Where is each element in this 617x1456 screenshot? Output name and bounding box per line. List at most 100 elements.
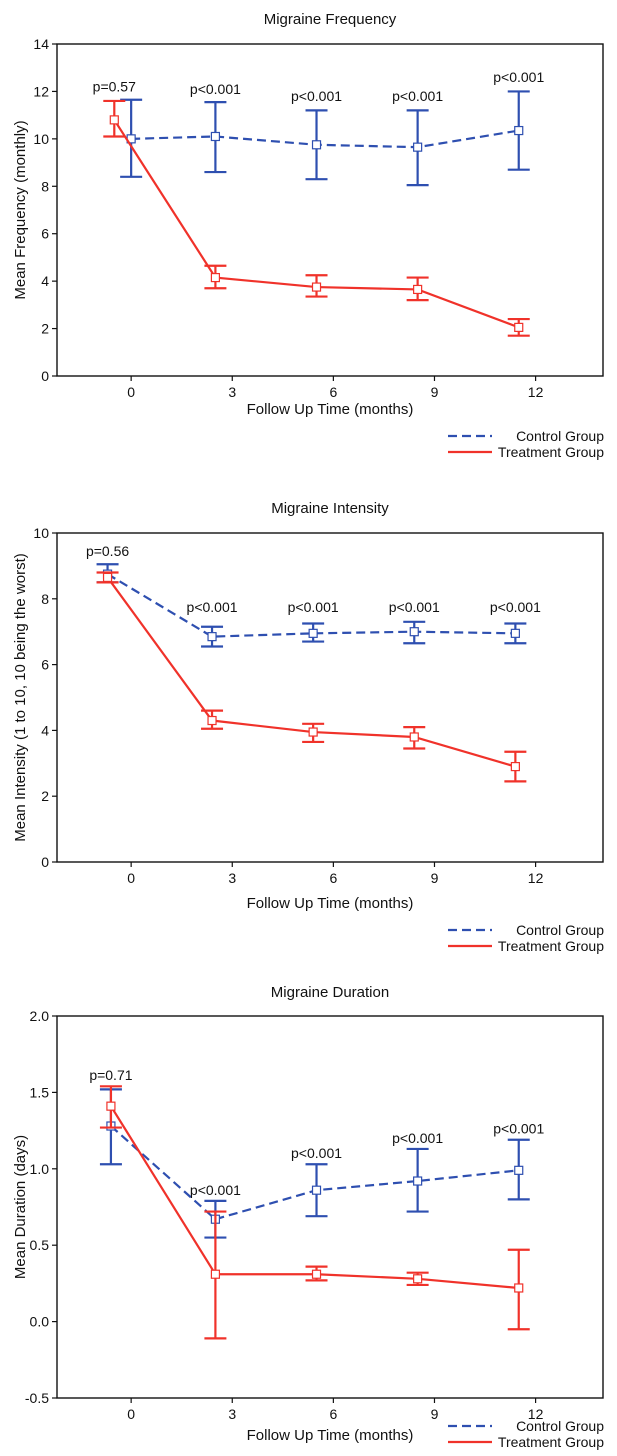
- y-tick-label: 8: [41, 178, 49, 194]
- data-point: [311, 1185, 322, 1195]
- y-tick-label: 8: [41, 591, 49, 607]
- series-treatment: [103, 99, 530, 337]
- data-point: [514, 1165, 524, 1175]
- y-tick-label: 12: [33, 83, 49, 99]
- data-point: [207, 715, 217, 726]
- y-axis-label: Mean Frequency (monthly): [12, 120, 29, 299]
- data-point: [102, 572, 113, 583]
- y-tick-label: 1.5: [30, 1084, 50, 1100]
- data-point: [308, 727, 318, 737]
- x-tick-label: 6: [329, 870, 337, 886]
- chart-panel-3: Migraine Duration -0.5 0.0 0.5 1.0 1.5 2.0 0 3 6 9…: [12, 984, 604, 1450]
- x-tick-label: 12: [528, 1406, 544, 1422]
- y-tick-label: 0.5: [30, 1237, 50, 1253]
- p-value-label: p<0.001: [288, 599, 339, 615]
- legend-label-treatment: Treatment Group: [498, 1434, 604, 1450]
- x-axis-label: Follow Up Time (months): [247, 1427, 414, 1444]
- data-point: [210, 1269, 221, 1279]
- p-value-label: p=0.56: [86, 543, 129, 559]
- y-tick-label: 1.0: [30, 1161, 50, 1177]
- p-value-label: p=0.57: [93, 78, 136, 94]
- legend-label-control: Control Group: [516, 922, 604, 938]
- x-tick-label: 6: [329, 1406, 337, 1422]
- x-tick-label: 3: [228, 870, 236, 886]
- legend-label-control: Control Group: [516, 428, 604, 444]
- y-tick-label: 2.0: [30, 1008, 50, 1024]
- data-point: [413, 1274, 423, 1284]
- series-treatment: [99, 1085, 530, 1340]
- y-tick-label: 0: [41, 368, 49, 384]
- series-line: [106, 573, 516, 638]
- y-tick-label: 4: [41, 722, 49, 738]
- p-value-label: p<0.001: [389, 599, 440, 615]
- chart-title: Migraine Duration: [271, 984, 389, 1001]
- series-treatment: [96, 571, 527, 783]
- legend-label-control: Control Group: [516, 1418, 604, 1434]
- x-axis-label: Follow Up Time (months): [247, 401, 414, 418]
- data-point: [413, 284, 423, 295]
- y-tick-label: -0.5: [25, 1390, 49, 1406]
- y-axis-label: Mean Duration (days): [12, 1135, 29, 1279]
- x-tick-label: 0: [127, 384, 135, 400]
- x-tick-label: 9: [431, 1406, 439, 1422]
- p-value-label: p<0.001: [392, 1130, 443, 1146]
- legend-label-treatment: Treatment Group: [498, 444, 604, 460]
- data-point: [106, 1101, 116, 1111]
- p-value-label: p<0.001: [291, 88, 342, 104]
- series-control: [120, 90, 530, 187]
- y-tick-label: 10: [33, 525, 49, 541]
- y-tick-label: 0: [41, 854, 49, 870]
- y-tick-label: 0.0: [30, 1314, 50, 1330]
- p-value-label: p<0.001: [187, 599, 238, 615]
- x-tick-label: 0: [127, 870, 135, 886]
- y-tick-label: 2: [41, 788, 49, 804]
- p-value-label: p<0.001: [392, 88, 443, 104]
- p-value-label: p<0.001: [490, 599, 541, 615]
- x-tick-label: 12: [528, 870, 544, 886]
- p-value-label: p<0.001: [493, 69, 544, 85]
- data-point: [311, 140, 322, 150]
- data-point: [311, 282, 322, 292]
- data-point: [514, 1283, 524, 1293]
- data-point: [510, 628, 520, 638]
- data-point: [207, 632, 217, 642]
- data-point: [109, 115, 119, 125]
- data-point: [210, 131, 221, 142]
- plot-frame: [56, 43, 604, 377]
- data-point: [409, 732, 419, 742]
- data-point: [308, 628, 318, 638]
- x-axis-label: Follow Up Time (months): [247, 895, 414, 912]
- x-tick-label: 9: [431, 870, 439, 886]
- y-axis-label: Mean Intensity (1 to 10, 10 being the wo…: [12, 553, 29, 842]
- y-tick-label: 6: [41, 226, 49, 242]
- plot-frame: [56, 532, 604, 863]
- chart-panel-1: Migraine Frequency 0 2 4 6 8 10 12 14 0 3 6 9 12 Mean …: [12, 11, 604, 460]
- data-point: [413, 142, 423, 152]
- data-point: [311, 1269, 322, 1279]
- x-tick-label: 6: [329, 384, 337, 400]
- data-point: [413, 1176, 423, 1186]
- y-tick-label: 6: [41, 657, 49, 673]
- chart-panel-2: Migraine Intensity 0 2 4 6 8 10 0 3 6 9 12 Mean Inte…: [12, 500, 604, 954]
- data-point: [210, 272, 221, 283]
- p-value-label: p=0.71: [89, 1067, 132, 1083]
- p-value-label: p<0.001: [291, 1145, 342, 1161]
- x-tick-label: 3: [228, 1406, 236, 1422]
- data-point: [514, 322, 524, 332]
- series-line: [109, 1105, 519, 1290]
- series-control: [96, 563, 527, 648]
- x-tick-label: 12: [528, 384, 544, 400]
- x-tick-label: 0: [127, 1406, 135, 1422]
- x-tick-label: 3: [228, 384, 236, 400]
- series-line: [131, 129, 519, 149]
- p-value-label: p<0.001: [190, 1182, 241, 1198]
- data-point: [409, 627, 419, 637]
- chart-title: Migraine Frequency: [264, 11, 397, 28]
- data-point: [510, 761, 520, 772]
- legend-label-treatment: Treatment Group: [498, 938, 604, 954]
